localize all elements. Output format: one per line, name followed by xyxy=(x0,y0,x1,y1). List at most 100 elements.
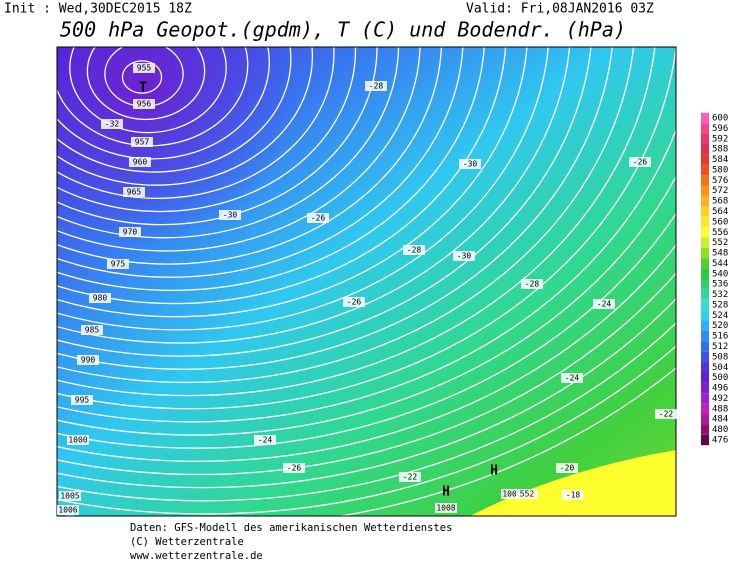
contour-label: 955 xyxy=(137,64,152,73)
contour-line xyxy=(121,60,163,94)
contour-line xyxy=(57,47,335,199)
legend-label: 504 xyxy=(712,363,728,373)
label-box xyxy=(219,210,241,220)
label-box xyxy=(131,137,153,147)
label-box xyxy=(133,99,155,109)
legend-label: 560 xyxy=(712,217,728,227)
legend-swatch xyxy=(701,393,709,404)
contour-label: 990 xyxy=(81,356,96,365)
legend-label: 512 xyxy=(712,342,728,352)
contour-line xyxy=(57,47,443,265)
legend-swatch xyxy=(701,164,709,176)
legend-swatch xyxy=(701,237,709,248)
legend-swatch xyxy=(701,372,709,383)
legend-label: 532 xyxy=(712,290,728,300)
legend-swatch xyxy=(701,310,709,321)
pressure-center: H xyxy=(442,485,450,500)
contour-label: -26 xyxy=(287,464,302,473)
legend-swatch xyxy=(701,341,709,352)
label-box xyxy=(307,213,329,223)
pressure-center: T xyxy=(139,81,147,96)
footer-line: www.wetterzentrale.de xyxy=(130,550,263,562)
contour-line xyxy=(57,47,357,213)
contour-line xyxy=(57,47,314,186)
label-box xyxy=(57,505,79,515)
legend-swatch xyxy=(701,268,709,279)
contour-label: -28 xyxy=(369,82,384,91)
contour-line xyxy=(0,0,679,409)
label-box xyxy=(365,81,387,91)
contour-label: -30 xyxy=(223,211,238,220)
legend-swatch xyxy=(701,195,709,207)
contour-label: -20 xyxy=(560,464,575,473)
contour-line xyxy=(0,0,657,396)
legend-label: 548 xyxy=(712,249,728,259)
legend-label: 496 xyxy=(712,384,728,394)
contour-label: 552 xyxy=(520,490,535,499)
contour-line xyxy=(0,0,732,475)
legend-swatch xyxy=(701,279,709,290)
contour-label: 975 xyxy=(111,260,126,269)
label-box xyxy=(459,159,481,169)
footer-line: (C) Wetterzentrale xyxy=(130,536,244,548)
legend-label: 540 xyxy=(712,269,728,279)
legend-swatch xyxy=(701,175,709,186)
label-box xyxy=(59,491,81,501)
init-time: Init : Wed,30DEC2015 18Z xyxy=(4,2,192,17)
legend-label: 536 xyxy=(712,280,728,290)
legend-label: 516 xyxy=(712,332,728,342)
legend-swatch xyxy=(701,143,709,155)
contour-label: -30 xyxy=(457,252,472,261)
legend-swatch xyxy=(701,414,709,425)
legend-label: 492 xyxy=(712,394,728,404)
legend-label: 484 xyxy=(712,415,728,425)
label-box xyxy=(655,409,677,419)
legend-swatch xyxy=(701,123,709,134)
color-legend: 6005965925885845805765725685645605565525… xyxy=(701,112,728,446)
contour-label: 960 xyxy=(133,158,148,167)
contour-line xyxy=(0,0,614,369)
contour-label: -30 xyxy=(463,160,478,169)
legend-swatch xyxy=(701,424,709,435)
legend-label: 552 xyxy=(712,238,728,248)
legend-swatch xyxy=(701,351,709,363)
contour-line xyxy=(57,47,485,291)
legend-swatch xyxy=(701,154,709,165)
label-box xyxy=(101,119,123,129)
contour-line xyxy=(0,0,732,501)
label-box xyxy=(107,259,129,269)
label-box xyxy=(133,63,155,73)
legend-label: 524 xyxy=(712,311,728,321)
label-box xyxy=(556,463,578,473)
contour-line xyxy=(57,47,400,239)
map-frame xyxy=(56,46,677,517)
contour-line xyxy=(0,0,722,435)
legend-swatch xyxy=(701,403,709,415)
legend-swatch xyxy=(701,330,709,342)
contour-label: 1000 xyxy=(68,436,87,445)
legend-label: 556 xyxy=(712,228,728,238)
contour-line xyxy=(0,0,732,461)
contour-line xyxy=(57,47,549,331)
contour-label: -32 xyxy=(105,120,120,129)
map-labels: T 955 956 957 960 965 970 975 980 985 990 995 1000 10… xyxy=(57,63,677,515)
label-box xyxy=(67,435,89,445)
legend-swatch xyxy=(701,227,709,238)
legend-swatch xyxy=(701,247,709,259)
legend-label: 572 xyxy=(712,186,728,196)
label-box xyxy=(521,279,543,289)
contour-label: -22 xyxy=(659,410,674,419)
contour-line xyxy=(0,0,636,382)
pressure-center: H xyxy=(490,464,498,479)
contour-label: -22 xyxy=(403,473,418,482)
contour-label: 1005 xyxy=(60,492,79,501)
legend-swatch xyxy=(701,434,709,446)
map-title: 500 hPa Geopot.(gpdm), T (C) und Bodendr… xyxy=(60,18,626,42)
contour-line xyxy=(0,0,732,488)
label-box xyxy=(119,227,141,237)
label-box xyxy=(516,489,538,499)
contour-label: -24 xyxy=(565,374,580,383)
label-box xyxy=(593,299,615,309)
legend-swatch xyxy=(701,362,709,373)
legend-label: 528 xyxy=(712,300,728,310)
